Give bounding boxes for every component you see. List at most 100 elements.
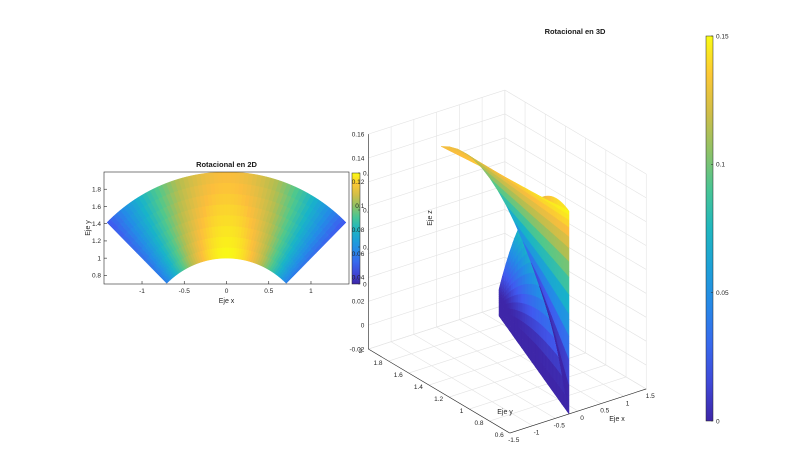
surface-cell [512, 308, 515, 318]
z-tick-label: -0.02 [350, 346, 365, 353]
surface-cell [542, 299, 545, 315]
surface-cell [535, 343, 538, 359]
sector-field [106, 172, 347, 284]
x-tick-label: 0 [225, 288, 229, 295]
surface-cell [528, 304, 531, 317]
surface-cell [226, 247, 230, 259]
chart-title-3d: Rotacional en 3D [545, 27, 606, 36]
surface-cell [528, 325, 531, 339]
grid-line [368, 137, 505, 183]
surface-cell [526, 324, 529, 338]
colorbar-tick-label: 0.15 [716, 33, 729, 40]
grid-line [504, 137, 647, 223]
surface-cell [519, 302, 522, 313]
y-tick-label: 1.8 [374, 360, 383, 367]
surface-cell [229, 204, 234, 216]
surface-cell [519, 293, 522, 304]
surface-cell [500, 307, 503, 312]
surface-cell [524, 283, 528, 295]
surface-cell [531, 339, 535, 355]
surface-cell [542, 350, 545, 368]
z-tick-label: 0.02 [352, 299, 365, 306]
z-tick-label: 0 [361, 322, 365, 329]
y-tick-label: 1.4 [92, 221, 101, 228]
surface-cell [526, 313, 529, 327]
surface-cell [514, 301, 517, 311]
z-tick-label: 0.12 [352, 179, 365, 186]
surface-cell [505, 312, 509, 319]
surface-cell [517, 310, 521, 321]
surface-cell [559, 372, 563, 391]
surface-cell [531, 328, 535, 343]
grid-line [504, 89, 647, 175]
surface-cell [542, 325, 545, 342]
grid-line [388, 316, 526, 362]
surface-cell [530, 337, 533, 353]
surface-cell [523, 321, 526, 334]
surface-cell [545, 354, 549, 372]
y-tick-label: 1 [460, 408, 464, 415]
y-axis-line [368, 348, 510, 434]
surface-cell [516, 309, 519, 320]
surface-cell [533, 318, 536, 333]
z-tick-label: 0.14 [352, 155, 365, 162]
grid-line [368, 161, 505, 207]
grid-line [368, 113, 505, 159]
surface-cell [551, 374, 554, 393]
surface-cell [531, 317, 535, 331]
surface-cell [229, 193, 235, 205]
surface-cell [540, 323, 543, 340]
y-tick-label: 0.6 [495, 432, 504, 439]
x-tick-label: -1.5 [508, 437, 520, 444]
surface-cell [507, 312, 510, 321]
grid-line [390, 341, 533, 426]
surface-cell [509, 296, 512, 304]
surface-cell [528, 335, 531, 350]
surface-cell [524, 293, 528, 305]
surface-cell [547, 330, 550, 347]
surface-cell [226, 225, 230, 237]
surface-cell [556, 367, 559, 386]
surface-cell [537, 320, 540, 336]
grid-line [504, 161, 647, 246]
y-tick-label: 1.2 [434, 396, 443, 403]
surface-cell [511, 295, 514, 303]
x-tick-label: 1 [309, 288, 313, 295]
x-tick-label: 1.5 [646, 393, 655, 400]
surface-cell [512, 315, 515, 325]
surface-cell [512, 301, 515, 310]
surface-cell [540, 311, 543, 327]
surface-cell [514, 294, 517, 303]
surface-cell [556, 381, 559, 401]
surface-3d [440, 146, 570, 415]
y-tick-label: 2 [359, 348, 363, 355]
y-tick-label: 1.6 [394, 372, 403, 379]
surface-cell [545, 328, 549, 345]
surface-cell [530, 305, 533, 319]
surface-cell [521, 302, 524, 313]
surface-cell [552, 363, 556, 382]
surface-cell [552, 349, 556, 368]
surface-cell [544, 352, 547, 370]
z-axis-label-3d: Eje z [427, 210, 434, 226]
surface-cell [517, 302, 521, 312]
grid-line [413, 334, 556, 419]
surface-cell [530, 315, 533, 330]
surface-cell [222, 214, 227, 227]
surface-cell [523, 263, 526, 276]
x-tick-label: -0.5 [554, 422, 566, 429]
surface-cell [533, 306, 536, 321]
surface-cell [524, 252, 528, 265]
surface-cell [519, 284, 522, 295]
surface-cell [524, 312, 528, 326]
surface-cell [528, 283, 531, 295]
surface-cell [533, 329, 536, 345]
grid-line [489, 376, 627, 422]
surface-cell [523, 312, 526, 324]
surface-cell [521, 274, 524, 286]
surface-cell [519, 275, 522, 286]
surface-cell [230, 182, 236, 195]
surface-cell [530, 283, 533, 296]
x-tick-label: 0.5 [264, 288, 273, 295]
surface-cell [545, 341, 549, 359]
